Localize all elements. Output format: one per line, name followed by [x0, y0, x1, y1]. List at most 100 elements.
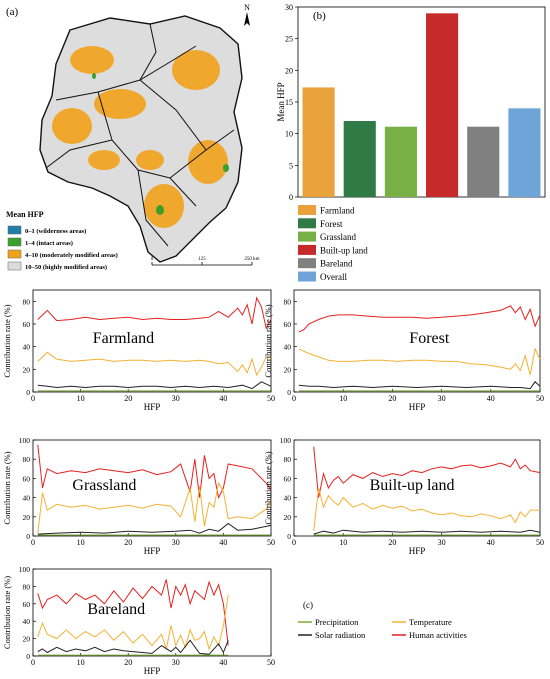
x-tick-label: 10	[77, 394, 85, 403]
y-tick-label: 20	[23, 513, 31, 522]
map-legend-label: 10–50 (highly modified areas)	[25, 264, 107, 271]
y-tick-label: 100	[280, 436, 292, 445]
y-tick-label: 40	[284, 343, 292, 352]
x-tick-label: 40	[487, 538, 495, 547]
series-line-human-activities	[313, 446, 541, 498]
y-tick-label: 80	[284, 455, 292, 464]
bar-legend-label: Grassland	[320, 232, 356, 242]
scale-label-0: 0	[151, 257, 154, 262]
x-tick-label: 20	[388, 394, 396, 403]
y-tick-label: 20	[23, 365, 31, 374]
x-tick-label: 20	[124, 394, 132, 403]
x-tick-label: 40	[219, 538, 227, 547]
y-tick-label: 60	[23, 474, 31, 483]
y-tick-label: 0	[26, 532, 30, 541]
series-line-solar-radiation	[37, 639, 229, 655]
series-line-solar-radiation	[313, 529, 541, 535]
line-legend-label: Precipitation	[315, 617, 359, 627]
chart-title: Farmland	[93, 330, 154, 347]
x-tick-label: 50	[536, 394, 544, 403]
y-tick-label: 40	[284, 494, 292, 503]
map-panel: (a) N	[6, 3, 260, 271]
series-line-human-activities	[298, 305, 541, 333]
bar-legend-swatch	[298, 218, 316, 229]
x-tick-label: 50	[267, 658, 275, 667]
x-tick-label: 30	[172, 658, 180, 667]
map-legend-swatch	[7, 237, 22, 247]
plot-frame	[32, 289, 272, 393]
line-chart-grassland: 0 10 20 30 40 50 0 20 40 60 80 100 HFP Contribution r…	[2, 436, 275, 556]
x-tick-label: 50	[536, 538, 544, 547]
y-tick-label: 20	[284, 365, 292, 374]
y-tick-label: 20	[285, 66, 293, 75]
y-tick-label: 80	[23, 455, 31, 464]
chart-title: Built-up land	[370, 477, 455, 494]
bar	[384, 126, 417, 197]
x-tick-label: 40	[487, 394, 495, 403]
series-line-temperature	[37, 595, 229, 651]
series-line-solar-radiation	[37, 381, 272, 390]
series-line-solar-radiation	[37, 522, 272, 535]
x-tick-label: 0	[31, 538, 35, 547]
line-legend: Precipitation Temperature Solar radiation H…	[298, 617, 467, 640]
scale-bar: 0 125 250 km	[151, 257, 260, 266]
x-tick-label: 20	[124, 658, 132, 667]
plot-frame	[293, 439, 541, 537]
series-line-temperature	[37, 481, 272, 534]
x-tick-label: 40	[219, 658, 227, 667]
x-axis-label: HFP	[144, 402, 161, 412]
panel-label-c: (c)	[303, 600, 313, 610]
x-tick-label: 30	[438, 394, 446, 403]
y-axis-label: Contribution rate (%)	[2, 451, 12, 524]
y-tick-label: 0	[26, 388, 30, 397]
y-tick-label: 20	[284, 513, 292, 522]
line-charts: 0 10 20 30 40 50 0 20 40 60 80 HFP Contribution rate…	[2, 289, 544, 676]
y-tick-label: 25	[285, 35, 293, 44]
bar	[302, 87, 335, 197]
x-tick-label: 0	[292, 538, 296, 547]
bar	[467, 126, 500, 197]
bar-legend-label: Bareland	[320, 259, 353, 269]
y-tick-label: 100	[19, 436, 31, 445]
series-line-human-activities	[37, 579, 229, 646]
bar-legend-swatch	[298, 205, 316, 215]
map-legend-swatch	[7, 249, 22, 259]
map-legend-swatch	[7, 261, 22, 271]
x-tick-label: 20	[124, 538, 132, 547]
y-axis-label: Contribution rate (%)	[2, 304, 12, 377]
y-tick-label: 10	[285, 130, 293, 139]
bar-legend-label: Farmland	[320, 206, 355, 216]
x-tick-label: 50	[267, 538, 275, 547]
y-tick-label: 40	[23, 617, 31, 626]
series-line-temperature	[37, 351, 272, 377]
y-tick-label: 80	[23, 297, 31, 306]
y-tick-label: 60	[284, 474, 292, 483]
series-line-temperature	[313, 487, 540, 532]
x-axis-label: HFP	[144, 546, 161, 556]
x-tick-label: 10	[339, 394, 347, 403]
series-line-temperature	[298, 347, 541, 376]
map-legend: 0–1 (wilderness areas) 1–4 (intact areas)…	[7, 225, 118, 271]
x-tick-label: 50	[267, 394, 275, 403]
y-tick-label: 30	[285, 3, 293, 12]
bar-legend: Farmland Forest Grassland Built-up land Bare…	[298, 205, 368, 282]
bar-legend-swatch	[298, 231, 316, 242]
x-tick-label: 30	[172, 538, 180, 547]
y-tick-label: 5	[289, 161, 293, 170]
bar-legend-swatch	[298, 244, 316, 255]
line-chart-farmland: 0 10 20 30 40 50 0 20 40 60 80 HFP Contribution rate…	[2, 289, 275, 412]
plot-frame	[293, 289, 541, 393]
scale-label-250: 250 km	[244, 257, 259, 262]
map-legend-label: 4–10 (moderately modified areas)	[25, 252, 118, 259]
series-line-solar-radiation	[298, 381, 541, 390]
bar-legend-swatch	[298, 258, 316, 269]
y-tick-label: 80	[284, 297, 292, 306]
bar-legend-label: Overall	[320, 272, 347, 282]
y-tick-label: 0	[289, 193, 293, 202]
study-area-map	[39, 15, 243, 263]
y-axis-label: Contribution rate (%)	[263, 304, 273, 377]
north-arrow-icon: N	[244, 3, 250, 26]
panel-label-a: (a)	[6, 6, 19, 18]
bar	[343, 121, 376, 197]
